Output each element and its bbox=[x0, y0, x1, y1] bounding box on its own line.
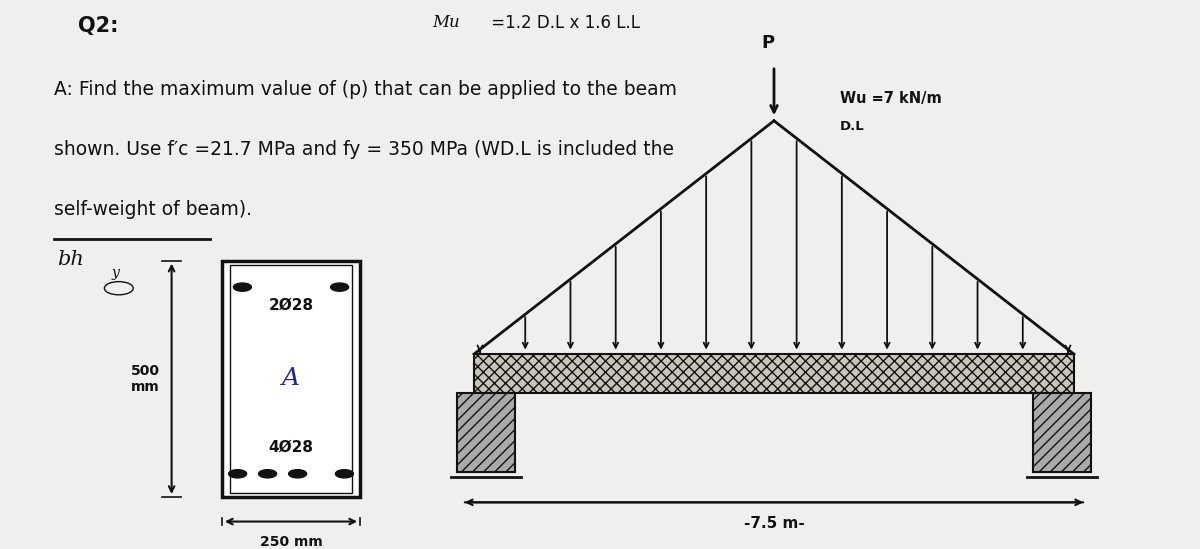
Text: shown. Use f′c =21.7 MPa and fy = 350 MPa (WD.L is included the: shown. Use f′c =21.7 MPa and fy = 350 MP… bbox=[54, 140, 674, 159]
Bar bbox=[1033, 393, 1091, 472]
Text: 500
mm: 500 mm bbox=[131, 363, 160, 394]
Bar bbox=[474, 354, 1074, 393]
Text: bh: bh bbox=[58, 250, 84, 269]
Text: D.L: D.L bbox=[840, 120, 865, 133]
Circle shape bbox=[229, 470, 247, 478]
Text: A: Find the maximum value of (p) that can be applied to the beam: A: Find the maximum value of (p) that ca… bbox=[54, 80, 677, 99]
Text: Mu: Mu bbox=[432, 14, 460, 31]
Text: 250 mm: 250 mm bbox=[259, 535, 323, 549]
Text: A: A bbox=[282, 367, 300, 390]
Circle shape bbox=[289, 470, 307, 478]
Text: =1.2 D.L x 1.6 L.L: =1.2 D.L x 1.6 L.L bbox=[486, 14, 640, 32]
Text: y: y bbox=[112, 266, 120, 281]
Text: self-weight of beam).: self-weight of beam). bbox=[54, 200, 252, 220]
Circle shape bbox=[330, 283, 348, 291]
Text: Q2:: Q2: bbox=[78, 16, 119, 36]
Circle shape bbox=[259, 470, 277, 478]
Bar bbox=[457, 393, 515, 472]
Bar bbox=[230, 265, 352, 493]
Circle shape bbox=[233, 283, 252, 291]
Text: Wu =7 kN/m: Wu =7 kN/m bbox=[840, 91, 942, 107]
Bar bbox=[222, 261, 360, 497]
Text: 4Ø28: 4Ø28 bbox=[269, 440, 313, 455]
Text: -7.5 m-: -7.5 m- bbox=[744, 516, 804, 531]
Circle shape bbox=[336, 470, 353, 478]
Text: P: P bbox=[762, 34, 774, 52]
Text: 2Ø28: 2Ø28 bbox=[269, 297, 313, 312]
